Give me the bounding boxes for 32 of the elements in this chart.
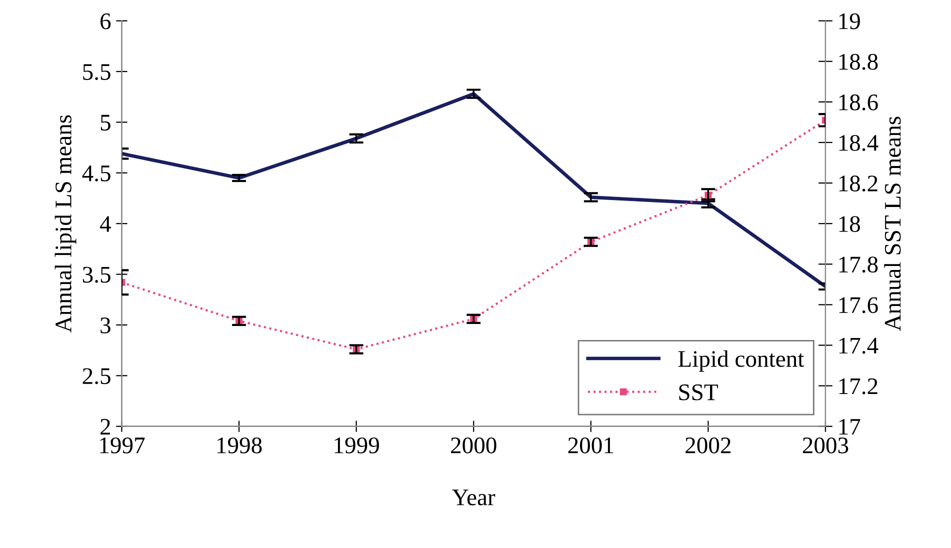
y2-tick-label: 19 (839, 13, 860, 30)
y-tick-label: 2 (100, 418, 110, 435)
y-tick-label: 4 (100, 216, 111, 232)
x-tick-label: 2002 (686, 437, 730, 454)
y2-tick-label: 17.2 (839, 378, 878, 394)
y-tick-label: 2.5 (82, 368, 110, 384)
y-axis-title: Annual lipid LS means (54, 115, 76, 333)
y2-tick-label: 18.6 (839, 94, 878, 110)
y2-tick-label: 17.8 (839, 256, 878, 273)
legend-label: Lipid content (678, 350, 804, 372)
x-tick-label: 1998 (217, 437, 262, 454)
x-tick-label: 1999 (334, 438, 379, 454)
y-tick-label: 3.5 (82, 266, 110, 283)
y2-tick-label: 18 (839, 216, 860, 232)
y2-tick-label: 18.4 (839, 134, 878, 152)
x-tick-label: 1997 (100, 438, 145, 454)
legend-label: SST (679, 384, 718, 400)
y2-axis-title: Annual SST LS means (884, 116, 901, 332)
y2-tick-label: 17 (839, 418, 860, 435)
y-tick-label: 5 (100, 114, 110, 131)
y2-tick-label: 17.6 (839, 297, 878, 314)
y2-tick-label: 18.8 (839, 54, 878, 70)
y2-tick-label: 18.2 (839, 176, 878, 192)
y2-tick-label: 17.4 (839, 338, 878, 354)
x-tick-label: 2000 (451, 437, 496, 454)
x-tick-label: 2001 (568, 437, 614, 454)
x-tick-label: 2003 (802, 437, 848, 454)
y-tick-label: 4.5 (82, 166, 110, 182)
y-tick-label: 3 (100, 318, 110, 334)
x-axis-title: Year (452, 490, 496, 506)
y-tick-label: 5.5 (83, 64, 110, 80)
y-tick-label: 6 (100, 13, 111, 30)
